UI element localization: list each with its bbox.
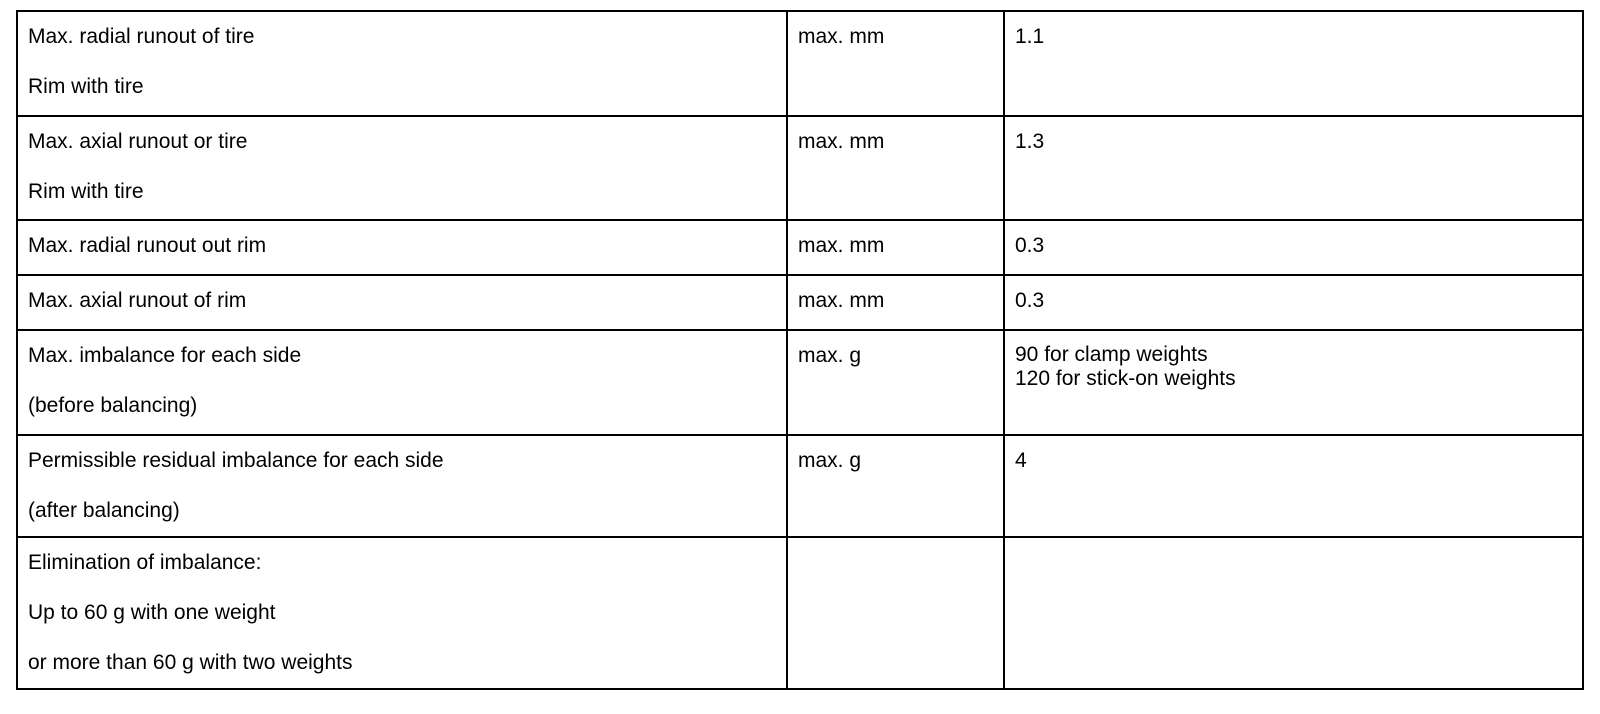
value-cell: 1.1 <box>1003 10 1584 117</box>
parameter-cell-line: or more than 60 g with two weights <box>28 651 353 674</box>
table-row: Max. radial runout of tire Rim with tire m… <box>16 10 1584 117</box>
value-cell: 0.3 <box>1003 274 1584 331</box>
parameter-cell-line: Max. radial runout out rim <box>28 234 267 257</box>
parameter-cell-line: (after balancing) <box>28 499 180 522</box>
parameter-cell: Max. axial runout or tire Rim with tire <box>16 115 788 221</box>
parameter-cell-line: Max. radial runout of tire <box>28 25 255 48</box>
value-cell-line: 120 for stick-on weights <box>1015 367 1236 390</box>
parameter-cell: Elimination of imbalance: Up to 60 g with… <box>16 536 788 690</box>
unit-cell: max. mm <box>786 219 1005 276</box>
table-row: Elimination of imbalance: Up to 60 g with… <box>16 536 1584 690</box>
parameter-cell: Max. axial runout of rim <box>16 274 788 331</box>
parameter-cell-line: Max. axial runout of rim <box>28 289 247 312</box>
parameter-cell: Max. radial runout out rim <box>16 219 788 276</box>
parameter-cell-line: Up to 60 g with one weight <box>28 601 276 624</box>
value-cell: 4 <box>1003 434 1584 538</box>
table-row: Max. axial runout of rim max. mm 0.3 <box>16 274 1584 331</box>
value-cell-line: 4 <box>1015 449 1027 472</box>
value-cell-line: 0.3 <box>1015 234 1045 257</box>
value-cell: 90 for clamp weights 120 for stick-on wei… <box>1003 329 1584 436</box>
value-cell: 0.3 <box>1003 219 1584 276</box>
value-cell <box>1003 536 1584 690</box>
unit-cell: max. mm <box>786 115 1005 221</box>
parameter-cell: Permissible residual imbalance for each … <box>16 434 788 538</box>
value-cell: 1.3 <box>1003 115 1584 221</box>
unit-cell: max. mm <box>786 274 1005 331</box>
parameter-cell-line: Max. axial runout or tire <box>28 130 248 153</box>
specification-table: Max. radial runout of tire Rim with tire m… <box>16 10 1584 690</box>
parameter-cell-line: Permissible residual imbalance for each … <box>28 449 444 472</box>
table-row: Permissible residual imbalance for each … <box>16 434 1584 538</box>
unit-cell: max. mm <box>786 10 1005 117</box>
value-cell-line: 90 for clamp weights <box>1015 343 1208 366</box>
parameter-cell: Max. imbalance for each side (before bala… <box>16 329 788 436</box>
parameter-cell-line: Rim with tire <box>28 75 144 98</box>
table-row: Max. imbalance for each side (before bala… <box>16 329 1584 436</box>
value-cell-line: 1.3 <box>1015 130 1045 153</box>
value-cell-line: 0.3 <box>1015 289 1045 312</box>
table-row: Max. radial runout out rim max. mm 0.3 <box>16 219 1584 276</box>
unit-cell <box>786 536 1005 690</box>
parameter-cell: Max. radial runout of tire Rim with tire <box>16 10 788 117</box>
unit-cell: max. g <box>786 329 1005 436</box>
table-row: Max. axial runout or tire Rim with tire ma… <box>16 115 1584 221</box>
parameter-cell-line: Rim with tire <box>28 180 144 203</box>
parameter-cell-line: Max. imbalance for each side <box>28 344 302 367</box>
unit-cell: max. g <box>786 434 1005 538</box>
value-cell-line: 1.1 <box>1015 25 1045 48</box>
parameter-cell-line: (before balancing) <box>28 394 198 417</box>
parameter-cell-line: Elimination of imbalance: <box>28 551 262 574</box>
